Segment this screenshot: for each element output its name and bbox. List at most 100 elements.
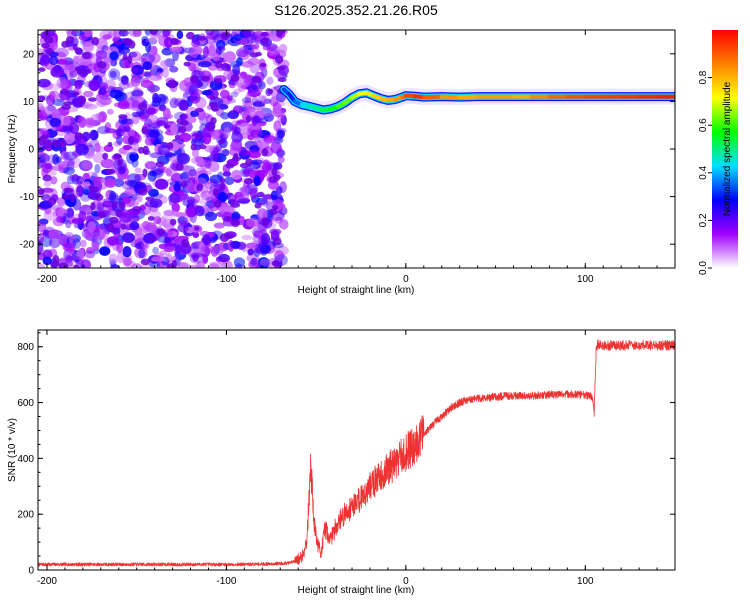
noise-blob bbox=[109, 51, 119, 61]
noise-blob bbox=[55, 47, 69, 58]
noise-blob bbox=[191, 149, 200, 158]
noise-blob bbox=[82, 181, 91, 187]
noise-blob bbox=[160, 60, 167, 68]
noise-blob bbox=[241, 185, 249, 197]
noise-blob bbox=[70, 156, 81, 169]
noise-blob bbox=[79, 204, 93, 215]
noise-blob bbox=[87, 220, 96, 233]
noise-blob bbox=[260, 198, 270, 207]
noise-blob bbox=[98, 87, 107, 96]
noise-blob bbox=[164, 113, 173, 120]
noise-blob bbox=[117, 173, 130, 180]
noise-blob bbox=[138, 248, 146, 259]
noise-blob bbox=[166, 142, 174, 150]
noise-blob bbox=[165, 168, 172, 177]
noise-blob bbox=[102, 34, 112, 40]
noise-blob bbox=[273, 120, 282, 132]
noise-blob bbox=[145, 41, 152, 53]
noise-blob bbox=[147, 170, 157, 182]
noise-blob bbox=[196, 183, 204, 192]
noise-blob bbox=[199, 241, 205, 254]
noise-blob bbox=[116, 241, 123, 254]
snr-x-label: Height of straight line (km) bbox=[298, 585, 415, 596]
noise-blob bbox=[80, 132, 94, 140]
noise-blob bbox=[66, 207, 75, 219]
noise-blob bbox=[127, 135, 135, 145]
noise-blob bbox=[277, 129, 285, 139]
noise-blob bbox=[153, 216, 162, 225]
noise-blob bbox=[38, 151, 48, 164]
colorbar-tick-label: 0.4 bbox=[698, 165, 709, 179]
noise-blob bbox=[176, 153, 190, 165]
noise-blob bbox=[120, 223, 126, 230]
noise-blob bbox=[65, 219, 72, 229]
noise-blob bbox=[41, 43, 50, 49]
noise-blob bbox=[115, 209, 123, 218]
noise-blob bbox=[261, 148, 269, 157]
noise-blob bbox=[156, 228, 166, 236]
noise-blob bbox=[65, 30, 79, 35]
noise-blob bbox=[178, 262, 191, 268]
noise-blob bbox=[38, 246, 45, 254]
noise-blob bbox=[205, 196, 215, 203]
noise-blob bbox=[220, 257, 228, 263]
noise-blob bbox=[186, 196, 196, 205]
noise-blob bbox=[271, 167, 278, 177]
noise-blob bbox=[159, 250, 168, 256]
noise-blob bbox=[124, 187, 137, 196]
noise-blob bbox=[73, 264, 80, 268]
noise-blob bbox=[138, 203, 152, 216]
noise-blob bbox=[41, 162, 53, 173]
noise-blob bbox=[81, 51, 92, 60]
noise-blob bbox=[176, 30, 184, 40]
noise-blob bbox=[249, 188, 258, 200]
noise-blob bbox=[155, 120, 167, 126]
noise-blob bbox=[72, 43, 78, 51]
noise-blob bbox=[81, 101, 93, 108]
noise-blob bbox=[170, 210, 179, 217]
noise-blob bbox=[50, 90, 60, 100]
noise-blob bbox=[223, 215, 233, 222]
noise-blob bbox=[188, 169, 197, 177]
noise-blob bbox=[82, 42, 94, 53]
noise-blob bbox=[89, 129, 99, 141]
noise-blob bbox=[84, 103, 98, 110]
noise-blob bbox=[230, 91, 239, 98]
noise-blob bbox=[183, 61, 191, 67]
noise-blob bbox=[255, 52, 262, 57]
x-tick-label: -200 bbox=[37, 576, 57, 587]
noise-blob bbox=[172, 49, 179, 62]
noise-blob bbox=[129, 152, 139, 162]
noise-blob bbox=[144, 161, 157, 170]
noise-blob bbox=[192, 232, 200, 238]
spectrogram-carrier-line bbox=[278, 83, 675, 118]
noise-blob bbox=[257, 257, 270, 268]
snr-y-ticks: 0 200 400 600 800 bbox=[17, 332, 675, 577]
noise-blob bbox=[205, 211, 217, 222]
noise-blob bbox=[148, 52, 161, 64]
noise-blob bbox=[191, 156, 204, 165]
noise-blob bbox=[252, 101, 265, 107]
noise-blob bbox=[130, 67, 140, 73]
noise-blob bbox=[154, 255, 162, 263]
noise-blob bbox=[213, 222, 225, 229]
noise-blob bbox=[227, 110, 239, 120]
colorbar-tick-label: 0.0 bbox=[698, 261, 709, 275]
noise-blob bbox=[170, 155, 178, 164]
noise-blob bbox=[232, 33, 243, 41]
noise-blob bbox=[242, 30, 256, 38]
noise-blob bbox=[122, 196, 131, 204]
noise-blob bbox=[199, 144, 207, 150]
noise-blob bbox=[263, 98, 272, 104]
noise-blob bbox=[142, 61, 152, 71]
x-tick-label: 100 bbox=[577, 576, 594, 587]
noise-blob bbox=[83, 188, 90, 196]
noise-blob bbox=[179, 126, 187, 134]
noise-blob bbox=[109, 89, 124, 99]
noise-blob bbox=[131, 158, 139, 168]
noise-blob bbox=[94, 142, 101, 153]
noise-blob bbox=[250, 257, 258, 266]
noise-blob bbox=[99, 246, 111, 256]
noise-blob bbox=[238, 46, 249, 57]
noise-blob bbox=[246, 149, 260, 157]
